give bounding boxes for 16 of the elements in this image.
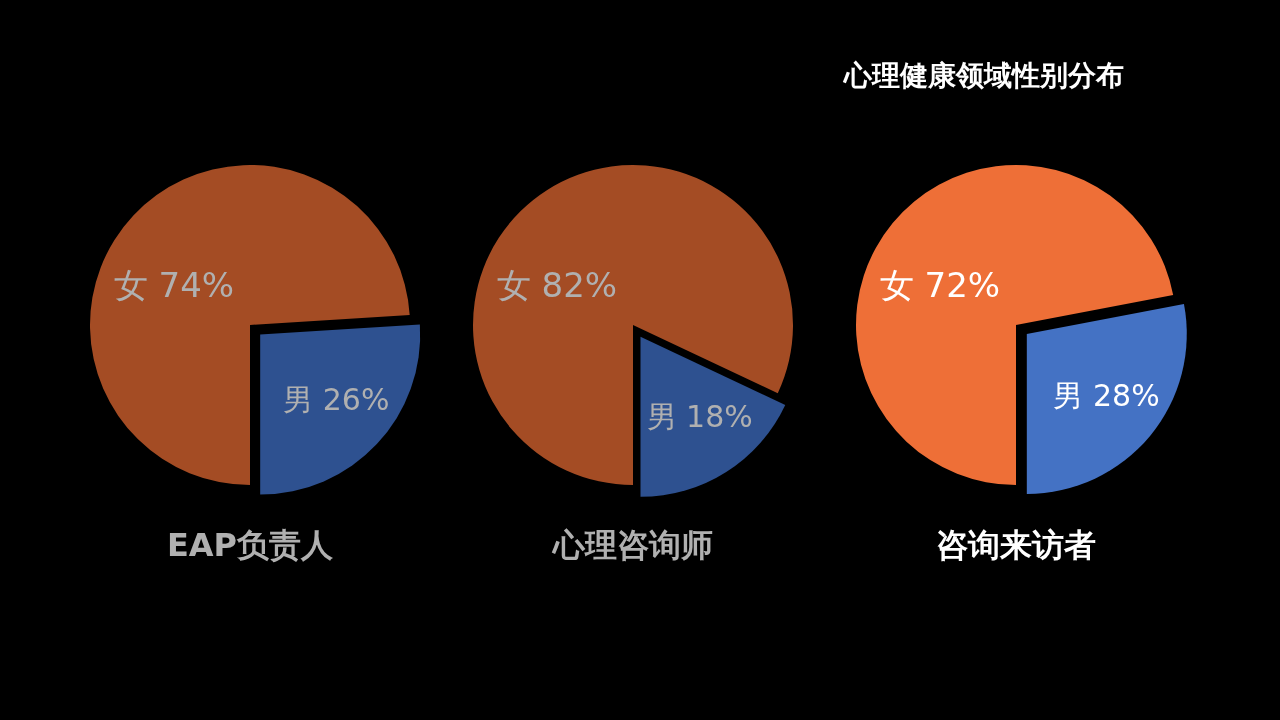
slice-label: 女 [496,265,531,305]
slice-label: 男 [1053,377,1084,413]
slice-label: 男 [646,398,677,434]
data-label: 26% [322,382,390,418]
text: EAP负责人 [166,526,335,564]
data-label: 18% [686,398,753,434]
text: 心理咨询师 [551,526,713,564]
chart-subtitle: 心理健康领域性别分布 [842,58,1124,92]
text: 咨询来访者 [936,526,1096,564]
data-label: 72% [924,265,1001,305]
data-label: 74% [158,265,235,305]
data-label: 28% [1093,377,1160,413]
data-label: 82% [541,265,618,305]
slice-label: 男 [283,382,314,418]
slice-label: 女 [113,265,148,305]
slice-label: 女 [879,265,914,305]
